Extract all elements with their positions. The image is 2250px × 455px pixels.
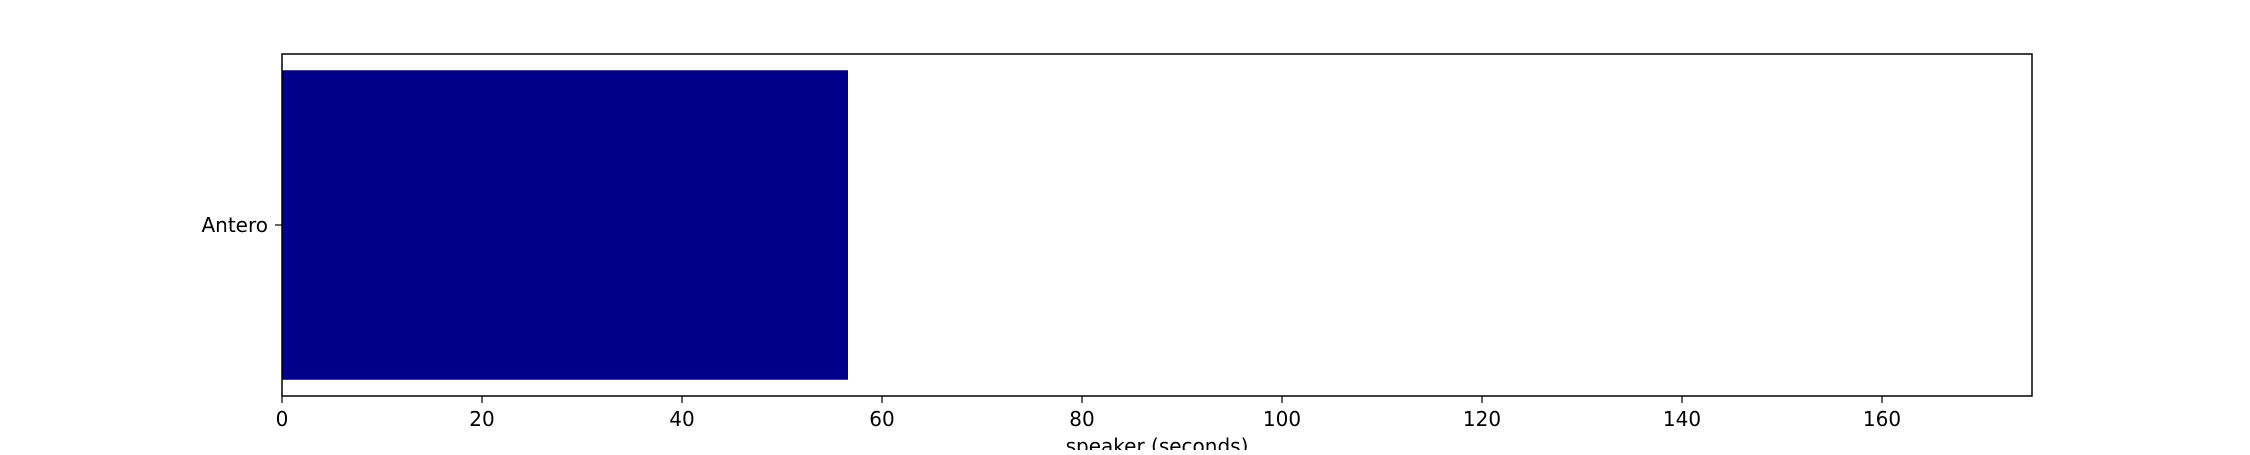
x-tick-label: 0	[276, 407, 289, 431]
x-axis-label: speaker (seconds)	[1066, 434, 1249, 450]
x-tick-label: 120	[1463, 407, 1501, 431]
bars-layer	[282, 70, 848, 380]
x-axis-ticks: 0 20 40 60 80 100 120 140 160	[276, 396, 1901, 431]
x-tick-label: 140	[1663, 407, 1701, 431]
y-tick-label: Antero	[201, 213, 268, 237]
bar	[282, 70, 848, 380]
x-tick-label: 60	[869, 407, 894, 431]
y-axis-ticks: Antero	[201, 213, 282, 237]
x-tick-label: 80	[1069, 407, 1094, 431]
x-tick-label: 40	[669, 407, 694, 431]
x-tick-label: 20	[469, 407, 494, 431]
x-tick-label: 100	[1263, 407, 1301, 431]
x-tick-label: 160	[1863, 407, 1901, 431]
